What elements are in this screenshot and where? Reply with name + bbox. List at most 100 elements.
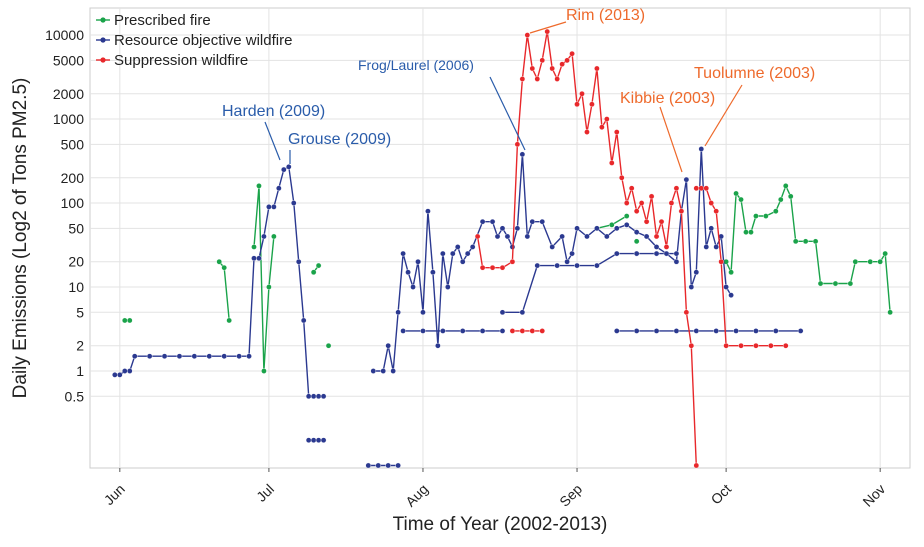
data-point <box>514 225 521 232</box>
data-point <box>271 204 277 210</box>
y-tick-label: 5000 <box>53 52 84 68</box>
data-point <box>435 342 441 349</box>
data-point <box>430 269 436 276</box>
data-point <box>251 255 257 262</box>
data-point <box>112 372 118 378</box>
y-tick-label: 500 <box>61 136 85 152</box>
annotation: Rim (2013) <box>566 7 645 24</box>
data-point <box>489 218 496 225</box>
data-point <box>718 258 724 265</box>
data-point <box>773 328 779 334</box>
data-point <box>176 353 183 360</box>
data-point <box>693 462 700 469</box>
data-point <box>474 233 481 240</box>
data-point <box>519 76 526 82</box>
data-point <box>216 258 223 265</box>
data-point <box>395 309 401 316</box>
data-point <box>310 393 317 400</box>
annotation-line <box>489 76 526 151</box>
data-point <box>753 213 759 219</box>
data-point <box>782 342 789 349</box>
grid <box>90 8 910 468</box>
data-point <box>256 255 262 262</box>
data-point <box>663 250 670 257</box>
annotation: Frog/Laurel (2006) <box>358 57 474 73</box>
data-point <box>633 238 640 245</box>
data-point <box>519 309 526 316</box>
data-point <box>643 218 650 225</box>
data-point <box>728 292 734 298</box>
annotation-line <box>704 84 743 147</box>
data-point <box>146 353 153 360</box>
data-point <box>733 328 739 334</box>
data-point <box>748 229 754 235</box>
y-tick-label: 20 <box>68 254 84 270</box>
data-point <box>763 213 769 219</box>
y-tick-label: 1 <box>76 363 84 379</box>
data-point <box>574 262 580 269</box>
annotation-line <box>659 106 683 173</box>
data-point <box>683 309 690 316</box>
data-point <box>390 368 396 374</box>
data-point <box>549 244 555 250</box>
data-point <box>584 233 590 240</box>
data-point <box>489 264 496 271</box>
data-point <box>420 309 426 316</box>
data-point <box>236 353 242 360</box>
data-point <box>693 185 700 192</box>
annotation: Kibbie (2003) <box>620 90 715 107</box>
data-point <box>529 328 536 334</box>
data-point <box>524 233 531 240</box>
x-tick-label: Jul <box>253 481 277 505</box>
data-point <box>529 65 536 72</box>
data-point <box>226 317 232 324</box>
data-point <box>400 328 406 334</box>
annotation: Harden (2009) <box>222 103 325 120</box>
data-point <box>589 101 595 108</box>
y-tick-label: 2 <box>76 338 84 354</box>
data-point <box>777 196 784 203</box>
data-point <box>504 233 511 240</box>
data-point <box>653 328 660 334</box>
data-point <box>738 196 744 203</box>
data-point <box>713 244 719 250</box>
legend-label: Suppression wildfire <box>114 52 248 69</box>
data-point <box>599 124 605 130</box>
data-point <box>499 225 506 232</box>
y-axis-title: Daily Emissions (Log2 of Tons PM2.5) <box>10 78 31 399</box>
x-axis-title: Time of Year (2002-2013) <box>393 514 608 535</box>
data-point <box>191 353 198 360</box>
data-point <box>425 208 431 214</box>
data-point <box>802 238 809 245</box>
legend-marker <box>100 37 106 43</box>
data-point <box>812 238 819 245</box>
data-point <box>325 342 332 349</box>
data-point <box>618 174 625 181</box>
data-point <box>564 57 570 64</box>
y-tick-label: 5 <box>76 304 84 320</box>
data-point <box>653 233 660 240</box>
x-tick-label: Oct <box>708 481 735 508</box>
data-point <box>698 146 705 152</box>
data-point <box>638 200 645 206</box>
data-point <box>400 250 406 257</box>
data-point <box>266 284 272 290</box>
x-tick-label: Sep <box>556 481 585 510</box>
data-point <box>708 200 715 206</box>
x-tick-label: Nov <box>859 481 888 510</box>
data-point <box>121 368 128 374</box>
data-point <box>633 229 640 235</box>
data-point <box>703 185 710 192</box>
y-tick-label: 10 <box>68 279 84 295</box>
data-point <box>693 269 700 276</box>
data-point <box>693 328 700 334</box>
data-point <box>569 250 575 257</box>
legend-label: Prescribed fire <box>114 12 211 29</box>
data-point <box>320 393 327 400</box>
data-point <box>792 238 799 245</box>
data-point <box>728 269 734 276</box>
data-point <box>221 264 227 271</box>
y-tick-label: 1000 <box>53 111 84 127</box>
data-point <box>310 437 317 444</box>
data-point <box>519 151 526 158</box>
